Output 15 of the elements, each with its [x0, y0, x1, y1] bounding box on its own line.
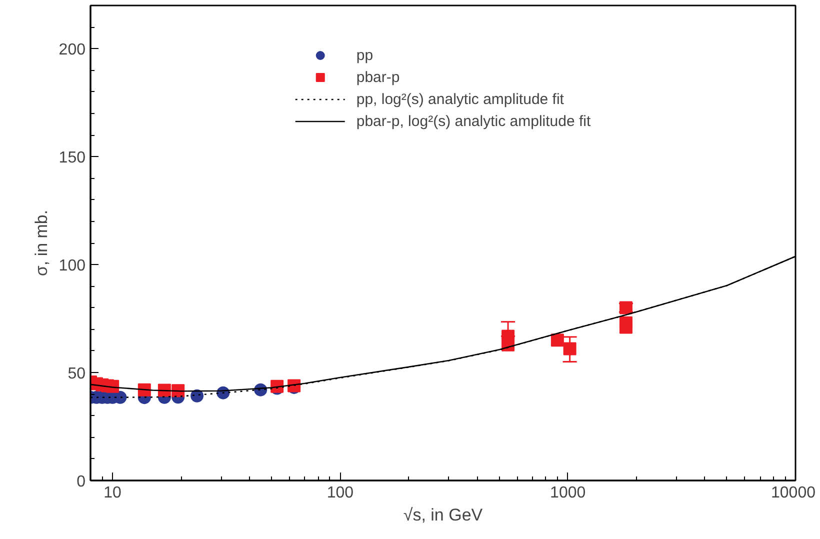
y-tick-label: 0 — [76, 474, 86, 490]
x-tick-label: 10 — [104, 484, 122, 502]
legend-label: pp, log²(s) analytic amplitude fit — [356, 90, 564, 108]
x-axis-title: √s, in GeV — [403, 506, 484, 524]
x-tick-label: 1000 — [550, 484, 586, 502]
x-tick-label: 100 — [326, 484, 354, 502]
legend-label: pbar-p — [356, 68, 400, 86]
y-axis-title: σ, in mb. — [32, 210, 51, 276]
y-tick-label: 200 — [58, 42, 86, 59]
x-tick-label: 10000 — [771, 484, 816, 502]
legend-label: pp — [356, 46, 374, 64]
y-tick-label: 150 — [58, 150, 86, 167]
legend-label: pbar-p, log²(s) analytic amplitude fit — [356, 112, 591, 130]
y-tick-label: 100 — [58, 258, 86, 275]
y-tick-label: 50 — [68, 366, 86, 383]
